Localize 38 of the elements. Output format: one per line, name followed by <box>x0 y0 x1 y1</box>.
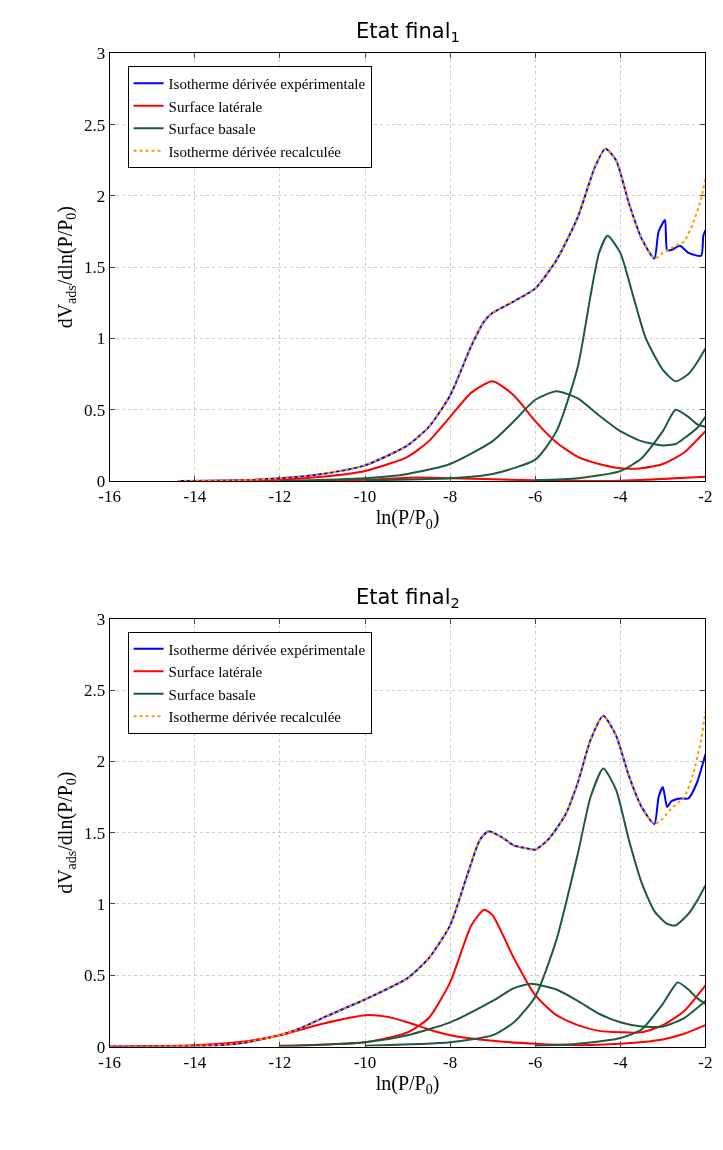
x-tick-label: -6 <box>528 487 543 507</box>
y-tick-label: 3 <box>96 44 106 64</box>
chart-title: Etat final$_{1}$ <box>356 19 460 46</box>
x-tick-label: -10 <box>353 1052 377 1072</box>
legend-label: Surface basale <box>168 121 256 138</box>
x-tick-label: -10 <box>353 487 377 507</box>
x-axis-title: ln(P/P$_{0}$) <box>375 506 440 532</box>
x-tick-label: -8 <box>443 487 458 507</box>
y-tick-label: 1 <box>96 894 106 914</box>
y-tick-label: 2 <box>96 186 106 206</box>
y-tick-label: 2.5 <box>84 115 106 135</box>
y-tick-label: 1 <box>96 329 106 349</box>
y-tick-label: 1.5 <box>84 258 106 278</box>
x-tick-label: -4 <box>613 1052 628 1072</box>
x-tick-label: -14 <box>183 487 207 507</box>
x-tick-label: -4 <box>613 487 628 507</box>
legend-label: Surface latérale <box>168 98 263 115</box>
x-axis-title: ln(P/P$_{0}$) <box>375 1071 440 1098</box>
y-tick-label: 2 <box>96 752 106 772</box>
y-tick-label: 0.5 <box>84 966 106 986</box>
x-tick-label: -2 <box>698 487 713 507</box>
chart-title: Etat final$_{2}$ <box>356 585 460 612</box>
legend-label: Isotherme dérivée expérimentale <box>168 641 366 658</box>
x-tick-label: -8 <box>443 1052 458 1072</box>
y-tick-label: 3 <box>96 609 106 629</box>
legend-label: Isotherme dérivée expérimentale <box>168 76 366 93</box>
legend-label: Isotherme dérivée recalculée <box>168 709 342 726</box>
x-tick-label: -2 <box>698 1052 713 1072</box>
y-tick-label: 2.5 <box>84 681 106 701</box>
y-tick-label: 1.5 <box>84 823 106 843</box>
y-tick-label: 0.5 <box>84 400 106 420</box>
x-tick-label: -6 <box>528 1052 543 1072</box>
legend-label: Isotherme dérivée recalculée <box>168 143 342 160</box>
legend-label: Surface latérale <box>168 664 263 681</box>
x-tick-label: -12 <box>268 1052 292 1072</box>
x-tick-label: -14 <box>183 1052 207 1072</box>
legend-label: Surface basale <box>168 686 256 703</box>
x-tick-label: -12 <box>268 487 292 507</box>
